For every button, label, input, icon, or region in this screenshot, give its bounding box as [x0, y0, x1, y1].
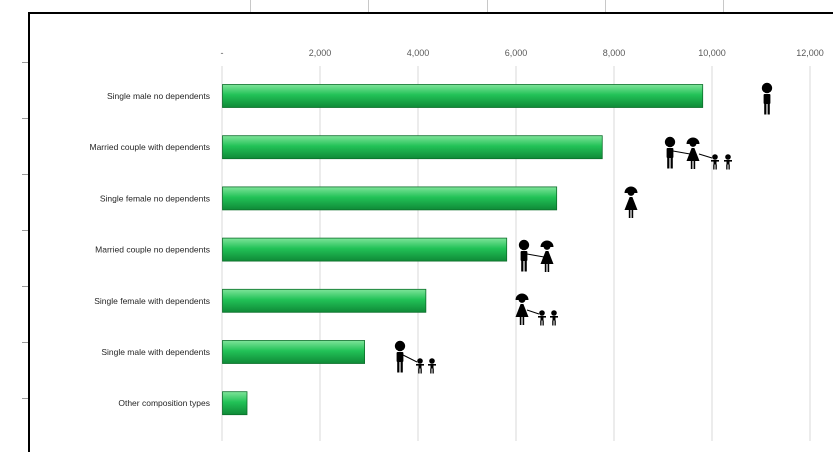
- man-figure-icon: [394, 340, 406, 373]
- x-tick-label: -: [221, 48, 224, 58]
- row-tick: [22, 286, 28, 287]
- category-label: Other composition types: [118, 398, 210, 408]
- row-tick: [22, 398, 28, 399]
- sheet-gridline: [487, 0, 488, 12]
- man-figure-icon: [664, 136, 676, 169]
- x-tick-label: 8,000: [603, 48, 626, 58]
- bar: [222, 84, 704, 108]
- child-figure-icon: [724, 154, 732, 170]
- x-tick-label: 6,000: [505, 48, 528, 58]
- category-label: Single female with dependents: [94, 296, 210, 306]
- bar: [222, 237, 508, 262]
- male-with-children-icon: [394, 340, 436, 374]
- woman-figure-icon: [624, 186, 638, 218]
- household-bar-chart: - 2,000 4,000 6,000 8,000 10,000 12,000 Single…: [90, 48, 824, 441]
- child-figure-icon: [428, 358, 436, 374]
- bar: [222, 288, 427, 313]
- chart-area: - 2,000 4,000 6,000 8,000 10,000 12,000 Single…: [22, 0, 833, 452]
- row-tick: [22, 174, 28, 175]
- hand-link: [526, 253, 545, 258]
- bar: [222, 135, 603, 160]
- x-tick-label: 2,000: [309, 48, 332, 58]
- sheet-gridline: [368, 0, 369, 12]
- bar: [222, 391, 248, 416]
- x-tick-label: 10,000: [698, 48, 726, 58]
- single-female-icon: [624, 186, 638, 218]
- couple-icon: [518, 239, 554, 272]
- sheet-gridline: [250, 0, 251, 12]
- child-figure-icon: [538, 310, 546, 326]
- row-tick: [22, 118, 28, 119]
- row-tick: [22, 230, 28, 231]
- bar: [222, 340, 366, 364]
- x-tick-label: 12,000: [796, 48, 824, 58]
- hand-link: [672, 150, 691, 155]
- female-with-children-icon: [515, 293, 558, 326]
- hand-link: [402, 354, 418, 363]
- man-figure-icon: [761, 82, 773, 115]
- hand-link: [698, 153, 713, 159]
- category-label: Single male with dependents: [101, 347, 210, 357]
- hand-link: [526, 309, 540, 315]
- woman-figure-icon: [515, 293, 529, 325]
- row-tick: [22, 342, 28, 343]
- bar: [222, 186, 558, 211]
- child-figure-icon: [416, 358, 424, 374]
- man-figure-icon: [518, 239, 530, 272]
- sheet-gridline: [723, 0, 724, 12]
- couple-with-children-icon: [664, 136, 732, 170]
- x-tick-label: 4,000: [407, 48, 430, 58]
- category-label: Married couple with dependents: [90, 142, 211, 152]
- category-label: Single female no dependents: [100, 193, 210, 203]
- category-label: Married couple no dependents: [95, 245, 210, 255]
- child-figure-icon: [550, 310, 558, 326]
- category-label: Single male no dependents: [107, 91, 210, 101]
- row-tick: [22, 62, 28, 63]
- single-male-icon: [761, 82, 773, 115]
- sheet-gridline: [605, 0, 606, 12]
- chart-frame: [28, 12, 833, 452]
